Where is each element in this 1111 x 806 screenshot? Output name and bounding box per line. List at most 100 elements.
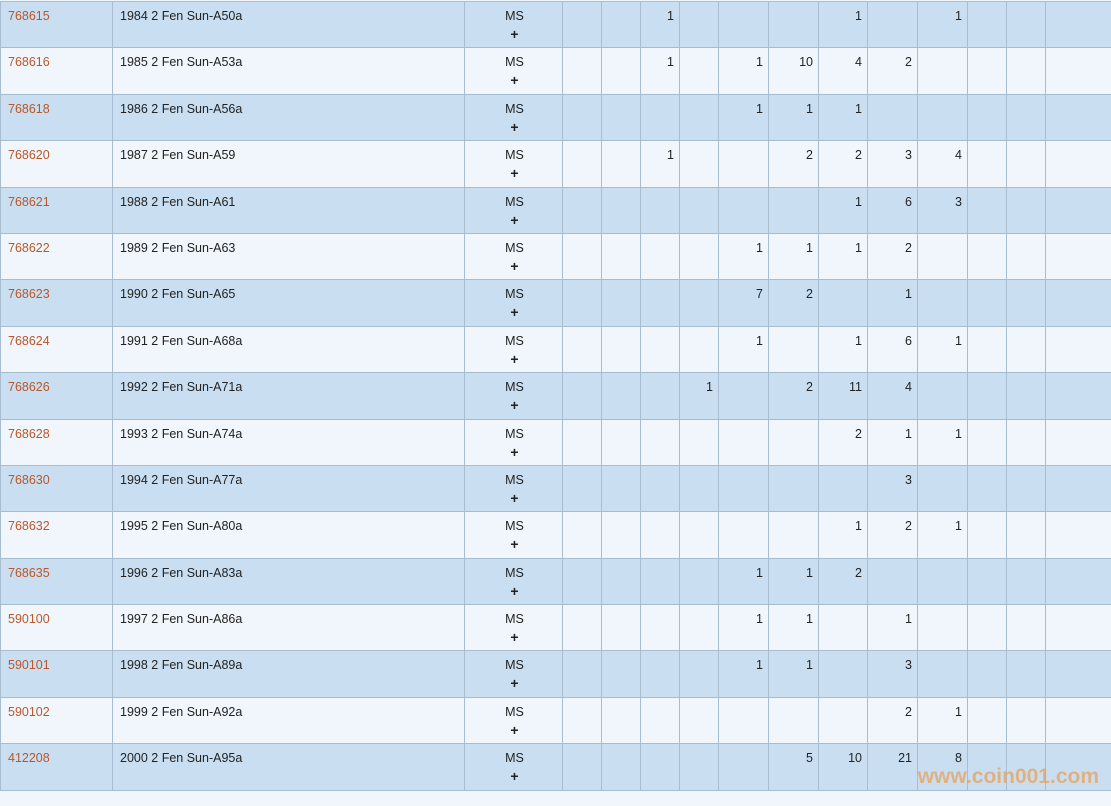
expand-plus-icon[interactable]: + — [510, 257, 519, 274]
grade-count-cell: 2 — [818, 140, 868, 188]
grade-count-cell — [601, 325, 641, 374]
coin-id-link[interactable]: 768616 — [8, 55, 50, 70]
grade-count-cell — [917, 557, 968, 606]
grade-count-cell — [818, 650, 868, 698]
coin-id-link[interactable]: 768615 — [8, 9, 50, 23]
grade-cell: MS + — [464, 372, 563, 420]
grade-count-cell: 1 — [768, 93, 819, 142]
grade-count-cell — [562, 325, 602, 374]
coin-id-link[interactable]: 590101 — [8, 658, 50, 673]
grade-count-cell: 2 — [768, 140, 819, 188]
grade-count-cell — [601, 0, 641, 49]
grade-count-cell — [562, 47, 602, 95]
expand-plus-icon[interactable]: + — [510, 768, 519, 785]
expand-plus-icon[interactable]: + — [510, 26, 519, 42]
grade-count-cell — [679, 511, 719, 559]
grade-count-cell: 7 — [718, 279, 769, 327]
grade-count-cell — [718, 372, 769, 420]
expand-plus-icon[interactable]: + — [510, 629, 519, 646]
grade-count-cell — [562, 696, 602, 745]
expand-plus-icon[interactable]: + — [510, 397, 519, 414]
coin-id-link[interactable]: 768618 — [8, 101, 50, 116]
grade-cell: MS + — [464, 650, 563, 698]
grade-cell: MS + — [464, 140, 563, 188]
expand-plus-icon[interactable]: + — [510, 304, 519, 321]
grade-label: MS — [505, 519, 524, 534]
expand-plus-icon[interactable]: + — [510, 72, 519, 89]
expand-plus-icon[interactable]: + — [510, 211, 519, 228]
expand-plus-icon[interactable]: + — [510, 118, 519, 135]
grade-count-cell — [562, 232, 602, 281]
coin-id-link[interactable]: 768621 — [8, 194, 50, 209]
expand-plus-icon[interactable]: + — [510, 721, 519, 738]
coin-id-link[interactable]: 590100 — [8, 612, 50, 627]
coin-id-cell: 768635 — [0, 557, 113, 606]
grade-count-cell — [601, 372, 641, 420]
grade-count-cell — [718, 464, 769, 513]
grade-count-cell — [1006, 325, 1046, 374]
grade-count-cell — [917, 650, 968, 698]
grade-count-cell: 1 — [718, 557, 769, 606]
coin-id-link[interactable]: 768620 — [8, 148, 50, 163]
grade-count-cell — [818, 604, 868, 652]
grade-count-cell: 1 — [768, 650, 819, 698]
coin-id-link[interactable]: 768626 — [8, 380, 50, 395]
coin-name-cell: 1986 2 Fen Sun-A56a — [112, 93, 465, 142]
grade-count-cell: 3 — [867, 650, 918, 698]
coin-id-cell: 768624 — [0, 325, 113, 374]
grade-count-cell: 1 — [917, 511, 968, 559]
coin-id-link[interactable]: 768623 — [8, 287, 50, 302]
grade-count-cell — [818, 696, 868, 745]
grade-count-cell — [679, 47, 719, 95]
grade-count-cell: 1 — [917, 0, 968, 49]
grade-count-cell — [1006, 372, 1046, 420]
grade-count-cell — [718, 140, 769, 188]
grade-count-cell — [1045, 325, 1111, 374]
expand-plus-icon[interactable]: + — [510, 489, 519, 506]
grade-label: MS — [505, 658, 524, 673]
expand-plus-icon[interactable]: + — [510, 443, 519, 460]
expand-plus-icon[interactable]: + — [510, 165, 519, 182]
grade-count-cell — [601, 604, 641, 652]
grade-count-cell — [601, 743, 641, 791]
grade-count-cell — [1006, 232, 1046, 281]
expand-plus-icon[interactable]: + — [510, 536, 519, 553]
coin-id-link[interactable]: 768632 — [8, 519, 50, 534]
coin-id-cell: 768626 — [0, 372, 113, 420]
coin-name-cell: 1992 2 Fen Sun-A71a — [112, 372, 465, 420]
grade-count-cell — [1006, 0, 1046, 49]
coin-id-link[interactable]: 768635 — [8, 565, 50, 580]
expand-plus-icon[interactable]: + — [510, 675, 519, 692]
grade-count-cell — [679, 696, 719, 745]
grade-count-cell — [967, 140, 1007, 188]
coin-id-link[interactable]: 768630 — [8, 472, 50, 487]
grade-count-cell — [679, 650, 719, 698]
coin-id-link[interactable]: 768628 — [8, 426, 50, 441]
expand-plus-icon[interactable]: + — [510, 582, 519, 599]
grade-count-cell — [640, 604, 680, 652]
grade-cell: MS + — [464, 186, 563, 234]
grade-count-cell — [679, 743, 719, 791]
grade-count-cell — [1006, 604, 1046, 652]
grade-count-cell: 3 — [867, 140, 918, 188]
expand-plus-icon[interactable]: + — [510, 350, 519, 367]
grade-count-cell: 1 — [640, 140, 680, 188]
coin-id-link[interactable]: 768624 — [8, 333, 50, 348]
grade-count-cell — [967, 511, 1007, 559]
grade-count-cell — [917, 232, 968, 281]
grade-count-cell — [867, 0, 918, 49]
coin-name-cell: 1991 2 Fen Sun-A68a — [112, 325, 465, 374]
coin-id-link[interactable]: 412208 — [8, 751, 50, 766]
coin-id-link[interactable]: 590102 — [8, 704, 50, 719]
grade-count-cell — [967, 418, 1007, 466]
coin-id-link[interactable]: 768622 — [8, 240, 50, 255]
grade-count-cell — [601, 418, 641, 466]
grade-count-cell — [640, 279, 680, 327]
grade-count-cell — [1006, 696, 1046, 745]
grade-count-cell — [967, 0, 1007, 49]
